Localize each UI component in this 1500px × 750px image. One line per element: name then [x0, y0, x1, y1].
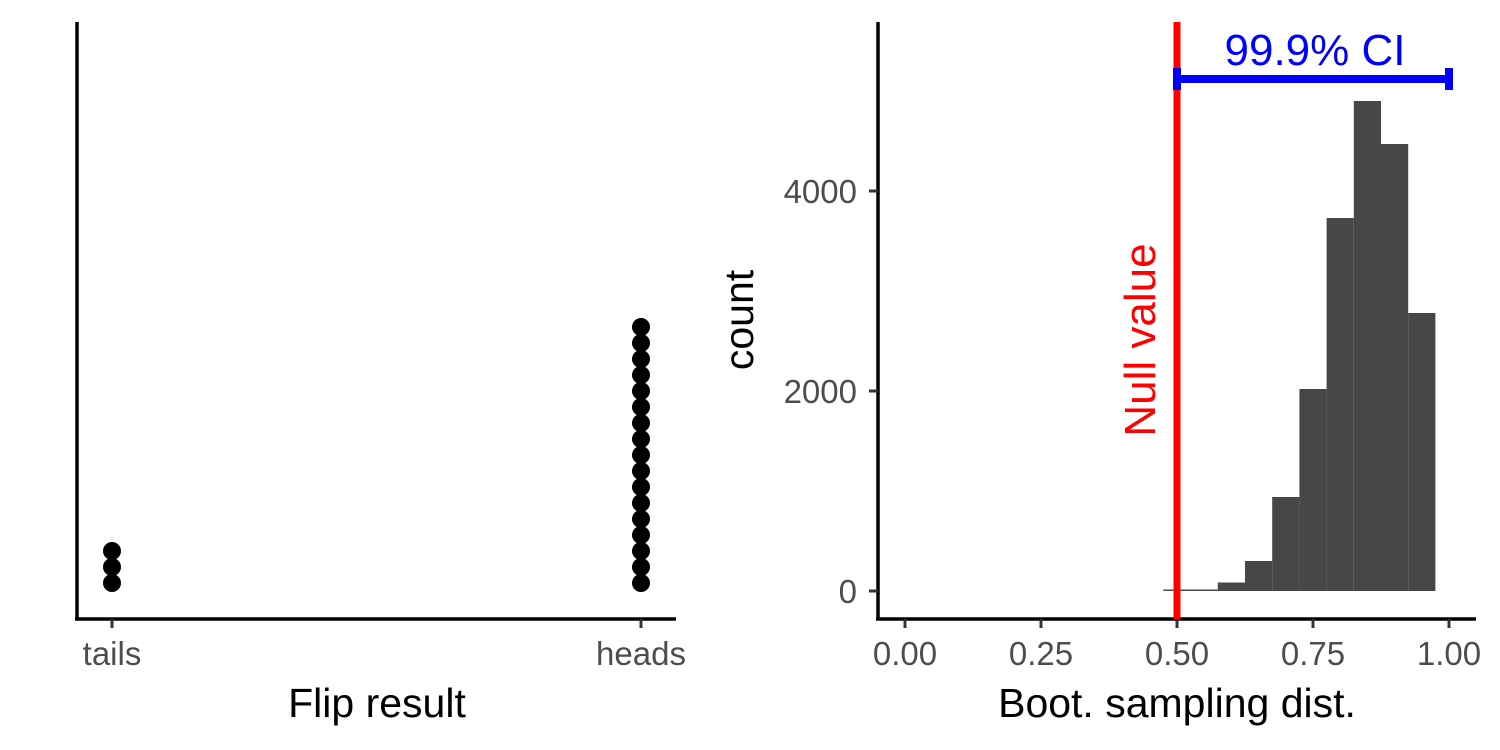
right-x-tick-label: 0.75: [1281, 635, 1345, 672]
dot-point-heads: [632, 398, 650, 416]
dot-point-heads: [632, 446, 650, 464]
dot-point-heads: [632, 318, 650, 336]
dot-point-heads: [632, 478, 650, 496]
histogram-bar: [1381, 144, 1409, 591]
left-x-axis-title: Flip result: [288, 680, 466, 726]
dot-point-tails: [103, 574, 121, 592]
bootstrap-panel: 0.00 0.25 0.50 0.75 1.00 0 2000 4000 Null valu…: [716, 22, 1481, 726]
histogram-bar: [1245, 561, 1273, 591]
left-x-tick-label: heads: [596, 635, 686, 672]
dot-points: [103, 318, 650, 592]
right-y-axis-title: count: [716, 269, 762, 370]
flip-result-panel: tails heads Flip result: [75, 22, 686, 726]
dot-point-tails: [103, 558, 121, 576]
dot-point-heads: [632, 542, 650, 560]
ci-label: 99.9% CI: [1225, 26, 1406, 75]
dot-point-heads: [632, 558, 650, 576]
dot-point-heads: [632, 526, 650, 544]
right-y-tick-label: 0: [839, 573, 857, 610]
histogram-bar: [1217, 582, 1245, 591]
histogram-bars: [1163, 101, 1436, 591]
right-x-tick-label: 0.25: [1009, 635, 1073, 672]
histogram-bar: [1272, 497, 1300, 591]
right-x-tick-label: 0.00: [873, 635, 937, 672]
histogram-bar: [1190, 589, 1218, 591]
dot-point-tails: [103, 542, 121, 560]
right-x-tick-label: 0.50: [1145, 635, 1209, 672]
right-x-tick-label: 1.00: [1417, 635, 1481, 672]
dot-point-heads: [632, 382, 650, 400]
dot-point-heads: [632, 462, 650, 480]
dot-point-heads: [632, 510, 650, 528]
dot-point-heads: [632, 430, 650, 448]
right-x-ticks: 0.00 0.25 0.50 0.75 1.00: [873, 619, 1481, 672]
left-x-tick-label: tails: [83, 635, 142, 672]
dot-point-heads: [632, 414, 650, 432]
right-y-ticks: 0 2000 4000: [784, 173, 878, 610]
histogram-bar: [1326, 218, 1354, 591]
right-y-tick-label: 2000: [784, 373, 857, 410]
dot-point-heads: [632, 494, 650, 512]
dot-point-heads: [632, 574, 650, 592]
dot-point-heads: [632, 350, 650, 368]
confidence-interval: [1173, 68, 1453, 90]
right-x-axis-title: Boot. sampling dist.: [998, 680, 1356, 726]
histogram-bar: [1408, 313, 1436, 591]
dot-point-heads: [632, 334, 650, 352]
null-value-label: Null value: [1116, 243, 1165, 436]
histogram-bar: [1353, 101, 1381, 591]
histogram-bar: [1299, 389, 1327, 591]
dot-point-heads: [632, 366, 650, 384]
left-x-ticks: tails heads: [83, 619, 686, 672]
right-y-tick-label: 4000: [784, 173, 857, 210]
